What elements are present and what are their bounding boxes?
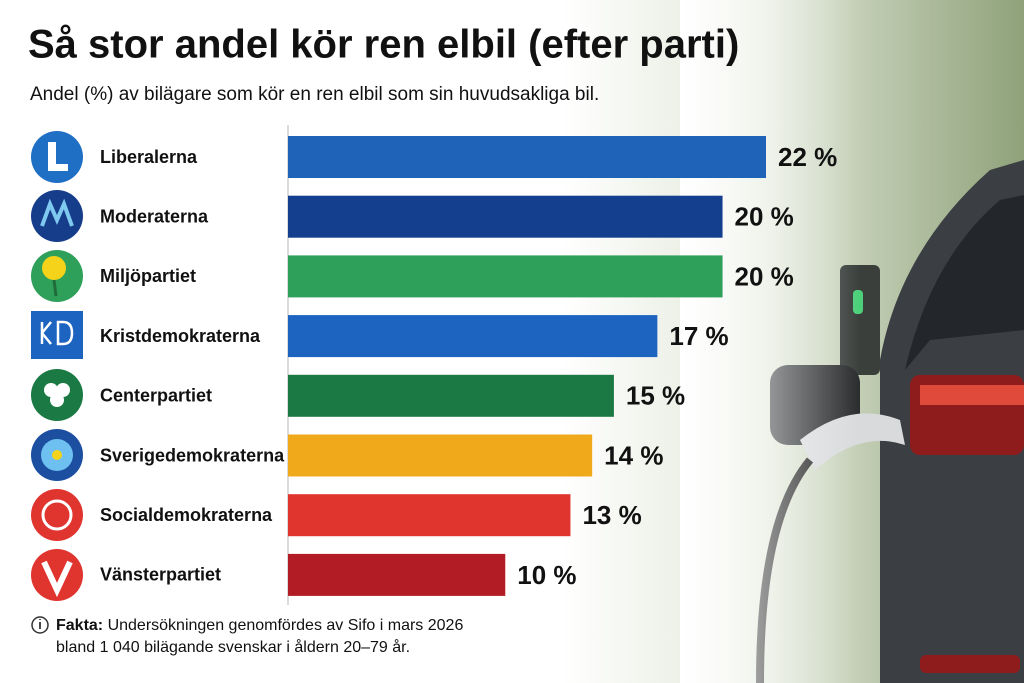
- category-label: Socialdemokraterna: [100, 505, 273, 525]
- note-text: Undersökningen genomfördes av Sifo i mar…: [108, 617, 464, 634]
- value-label: 13 %: [582, 500, 641, 530]
- bar: [288, 255, 723, 298]
- bar: [288, 136, 766, 178]
- category-label: Sverigedemokraterna: [100, 445, 285, 465]
- category-label: Liberalerna: [100, 147, 198, 167]
- bar: [288, 434, 593, 477]
- note-line: bland 1 040 bilägande svenskar i åldern …: [56, 638, 410, 656]
- chart-subtitle: Andel (%) av bilägare som kör en ren elb…: [30, 84, 599, 105]
- value-label: 17 %: [669, 321, 728, 351]
- note-label: Fakta:: [56, 617, 103, 634]
- value-label: 22 %: [778, 142, 837, 172]
- category-label: Centerpartiet: [100, 386, 212, 406]
- bar: [288, 195, 723, 238]
- category-label: Moderaterna: [100, 206, 209, 226]
- bar: [288, 553, 506, 596]
- bar: [288, 374, 614, 417]
- category-label: Kristdemokraterna: [100, 326, 261, 346]
- bar: [288, 494, 571, 537]
- category-label: Miljöpartiet: [100, 266, 196, 286]
- value-label: 15 %: [626, 381, 685, 411]
- value-label: 20 %: [735, 261, 794, 291]
- note-line: Fakta: Undersökningen genomfördes av Sif…: [56, 617, 463, 634]
- photo-fade: [680, 0, 860, 683]
- value-label: 20 %: [735, 202, 794, 232]
- value-label: 14 %: [604, 440, 663, 470]
- logos: [31, 131, 83, 601]
- value-label: 10 %: [517, 560, 576, 590]
- chart-title: Så stor andel kör ren elbil (efter parti…: [28, 23, 739, 67]
- bar: [288, 315, 658, 358]
- category-label: Vänsterpartiet: [100, 565, 221, 585]
- note: Fakta: Undersökningen genomfördes av Sif…: [31, 616, 463, 656]
